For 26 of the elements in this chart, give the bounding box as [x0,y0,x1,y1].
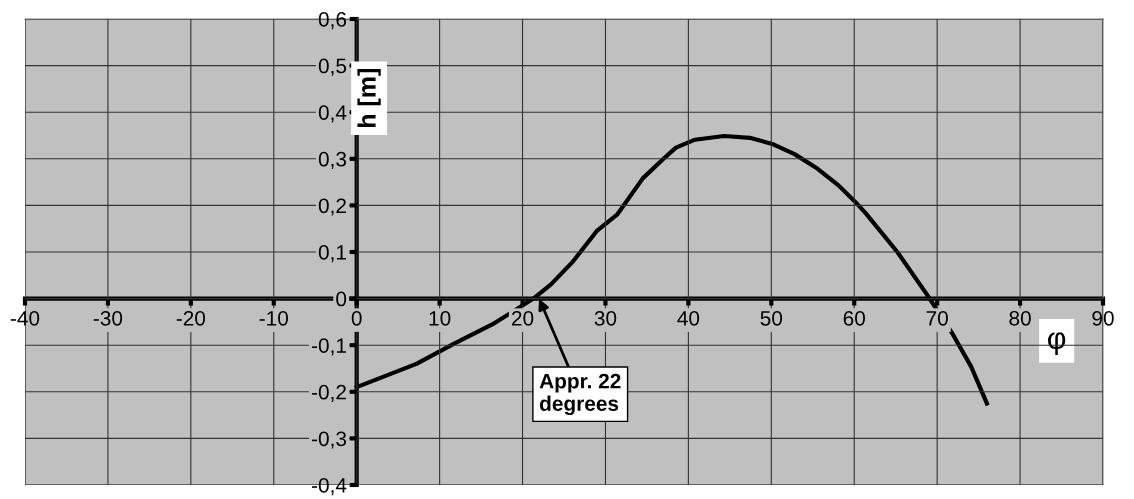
x-tick-label: 60 [843,310,865,326]
x-tick-label: -20 [176,310,206,326]
y-tick-label: -0,2 [312,384,346,403]
y-tick-label: 0,4 [318,105,347,123]
x-tick-label: 90 [1092,310,1114,326]
x-tick-label: 70 [926,310,948,326]
y-tick-label: 0,6 [318,12,347,30]
x-tick-label: 50 [760,310,783,326]
y-tick-label: 0 [336,291,347,307]
x-tick-label: -40 [10,310,40,326]
x-tick-label: 20 [512,310,534,326]
x-tick-label: 40 [677,310,700,326]
x-tick-label: 10 [429,310,451,326]
y-axis-title: h [m] [357,69,381,128]
y-tick-label: 0,3 [318,151,347,170]
y-tick-label: 0,1 [318,245,346,263]
x-tick-label: 80 [1009,310,1031,326]
annotation: Appr. 22 degrees [539,373,621,416]
y-tick-label: -0,3 [312,431,347,449]
y-tick-label: 0,2 [318,198,346,216]
y-tick-label: 0,5 [318,58,347,76]
x-tick-label: -30 [93,310,123,326]
y-tick-label: -0,1 [312,338,346,356]
x-tick-label: -10 [259,310,289,326]
x-tick-label: 30 [594,310,617,326]
x-tick-label: 0 [351,310,362,326]
